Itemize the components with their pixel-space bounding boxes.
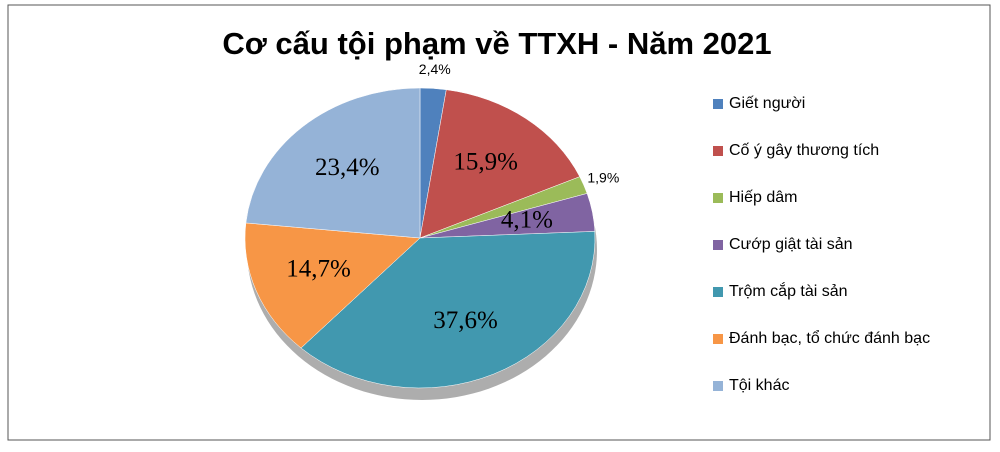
- pie-slice: [300, 231, 596, 389]
- pie-slice: [244, 222, 421, 349]
- legend-swatch: [713, 146, 723, 156]
- legend-swatch: [713, 193, 723, 203]
- pie-slice: [419, 89, 581, 239]
- legend-label: Giết người: [729, 95, 805, 112]
- data-label: 37,6%: [433, 307, 498, 334]
- legend-label: Đánh bạc, tổ chức đánh bạc: [729, 329, 930, 347]
- data-label: 4,1%: [501, 207, 553, 234]
- data-label: 2,4%: [419, 61, 451, 77]
- chart-title: Cơ cấu tội phạm về TTXH - Năm 2021: [222, 26, 771, 61]
- data-label: 23,4%: [315, 154, 380, 181]
- data-label: 1,9%: [587, 169, 619, 185]
- legend-swatch: [713, 240, 723, 250]
- legend-swatch: [713, 287, 723, 297]
- data-label: 15,9%: [453, 149, 518, 176]
- legend-swatch: [713, 381, 723, 391]
- legend-label: Cướp giật tài sản: [729, 236, 852, 253]
- data-label: 14,7%: [286, 256, 351, 283]
- legend-label: Cố ý gây thương tích: [729, 142, 879, 159]
- legend-swatch: [713, 334, 723, 344]
- pie-slice: [245, 87, 421, 239]
- legend-label: Trộm cắp tài sản: [729, 281, 848, 300]
- legend-label: Hiếp dâm: [729, 189, 797, 206]
- legend-label: Tội khác: [729, 377, 789, 394]
- legend-swatch: [713, 99, 723, 109]
